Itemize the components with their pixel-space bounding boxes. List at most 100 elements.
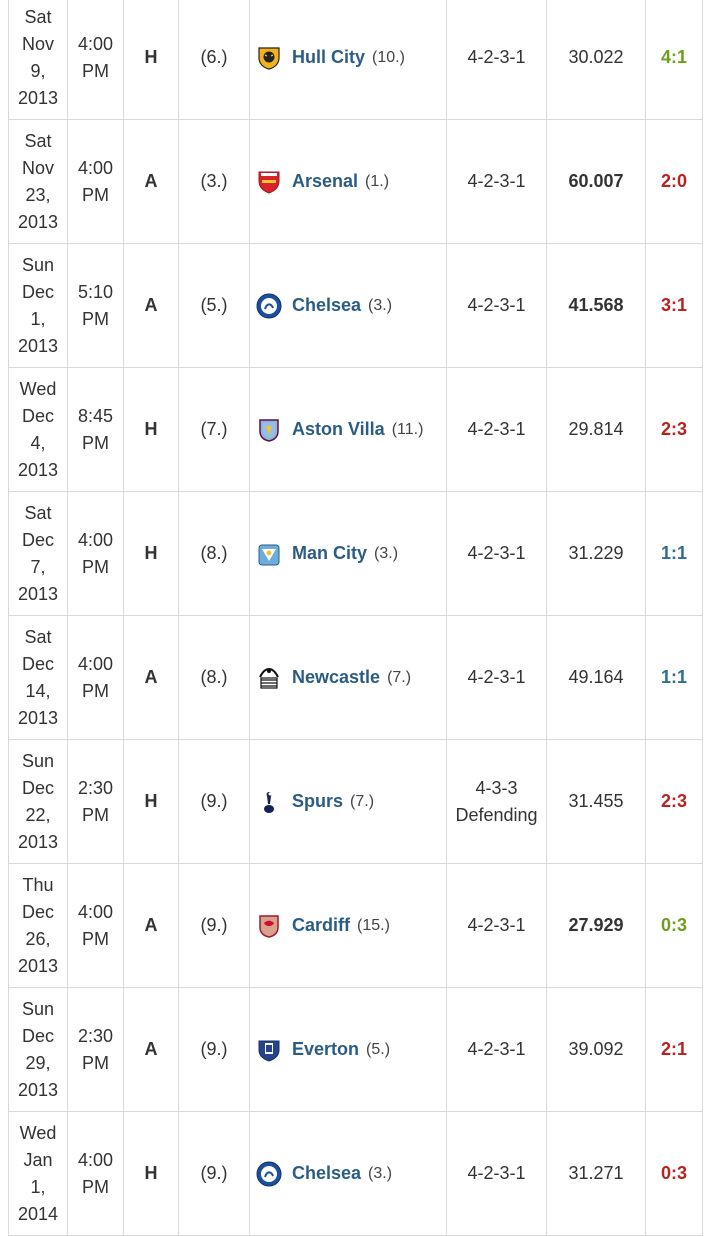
- match-day: 1,: [30, 1176, 46, 1197]
- opponent-cell: Cardiff (15.): [249, 863, 447, 988]
- match-time: 4:00: [77, 1149, 114, 1170]
- opponent-link[interactable]: Man City: [292, 543, 368, 563]
- match-date-cell: Sun Dec 1, 2013: [8, 243, 68, 368]
- formation-cell: 4-2-3-1: [446, 367, 547, 492]
- formation-cell: 4-2-3-1: [446, 863, 547, 988]
- attendance: 49.164: [546, 615, 646, 740]
- opponent-cell: Hull City (10.): [249, 0, 447, 120]
- match-weekday: Sat: [24, 502, 52, 523]
- match-time: 4:00: [77, 901, 114, 922]
- team-rank: (8.): [178, 491, 250, 616]
- match-year: 2013: [17, 211, 59, 232]
- opponent-link[interactable]: Aston Villa: [292, 419, 385, 439]
- formation-line-1: 4-2-3-1: [467, 915, 526, 935]
- match-time: 5:10: [77, 281, 114, 302]
- match-month: Nov: [21, 157, 54, 178]
- match-month: Dec: [21, 529, 54, 550]
- match-venue: A: [123, 863, 179, 988]
- match-row: Sat Nov 23, 2013 4:00 PM A (3.) Arsenal …: [8, 119, 703, 244]
- opponent-link[interactable]: Newcastle: [292, 667, 381, 687]
- opponent-rank: (5.): [366, 1041, 391, 1058]
- opponent-cell: Everton (5.): [249, 987, 447, 1112]
- everton-crest-icon: [256, 1037, 282, 1063]
- match-weekday: Sun: [21, 254, 55, 275]
- match-row: Sun Dec 1, 2013 5:10 PM A (5.) Chelsea (…: [8, 243, 703, 368]
- attendance: 29.814: [546, 367, 646, 492]
- team-rank: (9.): [178, 1111, 250, 1236]
- match-weekday: Wed: [19, 378, 57, 399]
- opponent-link[interactable]: Cardiff: [292, 915, 350, 935]
- opponent-cell: Chelsea (3.): [249, 1111, 447, 1236]
- match-result-link[interactable]: 2:3: [645, 367, 703, 492]
- match-day: 4,: [30, 432, 46, 453]
- opponent-link[interactable]: Everton: [292, 1039, 360, 1059]
- opponent-cell: Spurs (7.): [249, 739, 447, 864]
- match-date-cell: Sat Nov 9, 2013: [8, 0, 68, 120]
- match-venue: H: [123, 739, 179, 864]
- team-rank: (3.): [178, 119, 250, 244]
- match-year: 2013: [17, 583, 59, 604]
- opponent-link[interactable]: Chelsea: [292, 295, 362, 315]
- formation-line-1: 4-2-3-1: [467, 667, 526, 687]
- match-ampm: PM: [82, 556, 109, 577]
- match-ampm: PM: [82, 928, 109, 949]
- opponent-cell: Man City (3.): [249, 491, 447, 616]
- match-row: Sun Dec 22, 2013 2:30 PM H (9.) Spurs (7…: [8, 739, 703, 864]
- match-weekday: Thu: [22, 874, 54, 895]
- match-venue: A: [123, 987, 179, 1112]
- match-day: 9,: [30, 60, 46, 81]
- match-result-link[interactable]: 2:1: [645, 987, 703, 1112]
- match-weekday: Sat: [24, 130, 52, 151]
- match-day: 29,: [25, 1052, 51, 1073]
- team-rank: (6.): [178, 0, 250, 120]
- match-day: 22,: [25, 804, 51, 825]
- match-result-link[interactable]: 3:1: [645, 243, 703, 368]
- match-result-link[interactable]: 0:3: [645, 1111, 703, 1236]
- match-month: Dec: [21, 281, 54, 302]
- match-row: Sun Dec 29, 2013 2:30 PM A (9.) Everton …: [8, 987, 703, 1112]
- match-time-cell: 2:30 PM: [67, 987, 124, 1112]
- match-row: Thu Dec 26, 2013 4:00 PM A (9.) Cardiff …: [8, 863, 703, 988]
- formation-line-2: Defending: [455, 804, 538, 825]
- match-row: Wed Jan 1, 2014 4:00 PM H (9.) Chelsea (…: [8, 1111, 703, 1236]
- chelsea-crest-icon: [256, 1161, 282, 1187]
- opponent-link[interactable]: Hull City: [292, 47, 366, 67]
- opponent-link[interactable]: Spurs: [292, 791, 344, 811]
- match-ampm: PM: [82, 680, 109, 701]
- team-rank: (8.): [178, 615, 250, 740]
- formation-line-1: 4-2-3-1: [467, 543, 526, 563]
- match-venue: H: [123, 1111, 179, 1236]
- match-time-cell: 4:00 PM: [67, 0, 124, 120]
- match-month: Dec: [21, 901, 54, 922]
- opponent-link[interactable]: Arsenal: [292, 171, 359, 191]
- match-result-link[interactable]: 0:3: [645, 863, 703, 988]
- match-result-link[interactable]: 1:1: [645, 491, 703, 616]
- match-date-cell: Thu Dec 26, 2013: [8, 863, 68, 988]
- match-time: 4:00: [77, 529, 114, 550]
- match-result-link[interactable]: 2:0: [645, 119, 703, 244]
- match-venue: H: [123, 367, 179, 492]
- attendance: 31.229: [546, 491, 646, 616]
- aston-villa-crest-icon: [256, 417, 282, 443]
- match-ampm: PM: [82, 804, 109, 825]
- match-time-cell: 2:30 PM: [67, 739, 124, 864]
- match-month: Dec: [21, 777, 54, 798]
- opponent-link[interactable]: Chelsea: [292, 1163, 362, 1183]
- attendance: 31.455: [546, 739, 646, 864]
- match-time-cell: 4:00 PM: [67, 615, 124, 740]
- match-weekday: Sat: [24, 6, 52, 27]
- opponent-cell: Chelsea (3.): [249, 243, 447, 368]
- formation-line-1: 4-2-3-1: [467, 419, 526, 439]
- match-date-cell: Sat Dec 14, 2013: [8, 615, 68, 740]
- match-time: 8:45: [77, 405, 114, 426]
- match-year: 2013: [17, 955, 59, 976]
- match-ampm: PM: [82, 184, 109, 205]
- opponent-rank: (7.): [387, 669, 412, 686]
- chelsea-crest-icon: [256, 293, 282, 319]
- team-rank: (5.): [178, 243, 250, 368]
- match-weekday: Sat: [24, 626, 52, 647]
- fixtures-body: Sat Nov 9, 2013 4:00 PM H (6.) Hull City…: [8, 0, 703, 1236]
- match-result-link[interactable]: 4:1: [645, 0, 703, 120]
- match-result-link[interactable]: 1:1: [645, 615, 703, 740]
- match-result-link[interactable]: 2:3: [645, 739, 703, 864]
